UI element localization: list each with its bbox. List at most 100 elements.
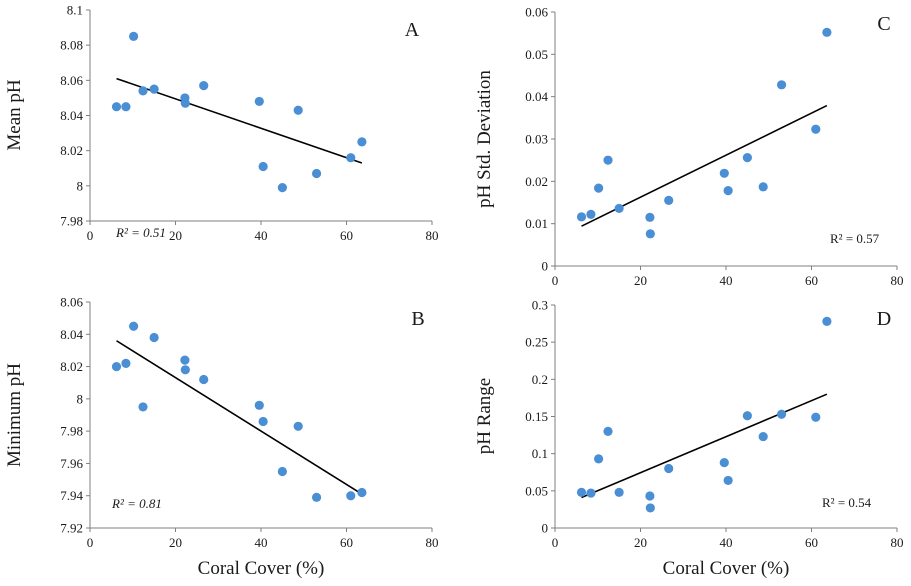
panel-d-data-point [586,488,596,498]
panel-c-data-point [664,195,674,205]
panel-d-trendline [581,393,828,499]
panel-d-y-tick-label: 0.15 [525,409,548,424]
panel-a-data-point [121,102,131,112]
panel-b-data-point [111,361,122,372]
panel-d-data-point [723,475,733,486]
panel-a-data-point [293,105,303,115]
panel-d-data-point [776,409,787,419]
panel-b-data-point [149,332,159,343]
panel-b-data-point [199,374,209,385]
panel-a-data-point [254,96,264,107]
panel-a-data-point [346,153,356,163]
panel-b-data-point [121,358,131,368]
panel-b-y-tick-label: 7.92 [60,521,83,536]
panel-b-trendline [116,340,363,495]
panel-d-data-point [822,316,832,326]
panel-d-data-point [603,426,613,436]
panel-d: 0 0.05 0.1 0.15 0.2 0.25 0.3 0 20 40 60 80 pH Range C… [474,298,904,580]
panel-c-y-tick-label: 0.01 [525,216,548,231]
panel-d-data-point [614,487,624,497]
panel-b-data-point [129,321,139,331]
panel-b-x-tick-label: 40 [255,535,268,550]
panel-c-data-point [586,209,596,219]
panel-c-x-tick-label: 80 [891,273,904,288]
panel-c-data-point [822,27,832,37]
panel-a-y-tick-label: 8.06 [60,73,83,88]
panel-b-x-tick-label: 20 [169,535,182,550]
panel-c-data-point [719,168,729,178]
panel-d-data-point [594,454,604,464]
panel-c-data-point [645,229,655,239]
panel-d-y-tick-label: 0.2 [532,372,548,387]
panel-b-data-point [258,416,268,427]
panel-a-data-point [357,137,367,147]
panel-b-r-squared: R² = 0.81 [111,496,162,511]
panel-a-x-tick-label: 80 [426,228,439,243]
panel-a-data-point [138,86,148,96]
panel-c-r-squared: R² = 0.57 [830,231,880,246]
panel-b-y-tick-label: 7.94 [60,488,83,503]
panel-d-y-axis-label: pH Range [474,378,495,455]
panel-c-y-tick-label: 0.03 [525,132,548,147]
panel-b-data-point [311,492,322,502]
panel-b-x-tick-label: 80 [426,535,439,550]
panel-d-data-point [576,487,587,497]
panel-d-data-point [758,431,768,442]
panel-c: 0 0.01 0.02 0.03 0.04 0.05 0.06 0 20 40 60 80 pH Std… [474,5,904,289]
panel-c-letter: C [877,13,890,35]
panel-b-data-point [346,491,356,501]
panel-c-x-tick-label: 20 [634,273,647,288]
panel-a-y-tick-label: 8 [77,178,84,193]
panel-c-data-point [723,186,733,196]
panel-d-data-point [645,491,655,501]
panel-b-data-point [254,400,264,410]
panel-b-x-axis-label: Coral Cover (%) [198,558,325,579]
panel-d-y-tick-label: 0.1 [532,446,548,461]
panel-c-x-tick-label: 60 [805,273,818,288]
panel-d-data-point [664,463,674,474]
panel-b-y-tick-label: 8.02 [60,359,83,374]
panel-a-y-tick-label: 7.98 [60,214,83,229]
panel-d-x-tick-label: 80 [891,535,904,550]
panel-a-x-tick-label: 0 [87,228,94,243]
panel-d-y-tick-label: 0.25 [525,335,548,350]
panel-a-r-squared: R² = 0.51 [115,225,166,240]
panel-b-data-point [180,355,190,365]
panel-b-y-tick-label: 8.06 [60,295,83,310]
panel-a-data-point [111,102,122,112]
panel-c-data-point [811,124,821,134]
panel-b-letter: B [411,308,424,330]
panel-c-data-point [742,153,752,163]
panel-a-y-tick-label: 8.08 [60,38,83,53]
panel-b-y-tick-label: 7.96 [60,456,83,471]
panel-c-data-point [603,155,613,165]
panel-c-x-tick-label: 0 [552,273,559,288]
panel-b-x-tick-label: 0 [87,535,94,550]
panel-a-data-point [311,168,322,179]
panel-c-data-point [645,212,655,222]
panel-d-y-tick-label: 0.3 [532,298,548,313]
panel-d-x-tick-label: 40 [720,535,733,550]
panel-d-x-tick-label: 60 [805,535,818,550]
panel-d-y-tick-label: 0.05 [525,483,548,498]
panel-a-data-point [258,161,268,172]
panel-a-data-point [277,182,287,193]
panel-b-data-point [293,421,303,431]
panel-a-data-point [180,98,190,108]
panel-c-data-point [614,203,624,214]
panel-d-data-point [719,457,729,468]
panel-c-data-point [594,183,604,193]
panel-b-y-tick-label: 8 [77,391,84,406]
panel-b-data-point [357,487,367,498]
panel-a-trendline [116,77,363,164]
panel-b-data-point [180,365,190,375]
panel-d-x-tick-label: 20 [634,535,647,550]
panel-c-data-point [576,212,587,222]
panel-c-y-axis-label: pH Std. Deviation [474,70,495,208]
panel-b-x-tick-label: 60 [340,535,353,550]
panel-d-data-point [742,411,752,421]
panel-a-y-tick-label: 8.04 [60,108,83,123]
panel-c-data-point [758,182,768,192]
panel-d-letter: D [877,308,891,330]
